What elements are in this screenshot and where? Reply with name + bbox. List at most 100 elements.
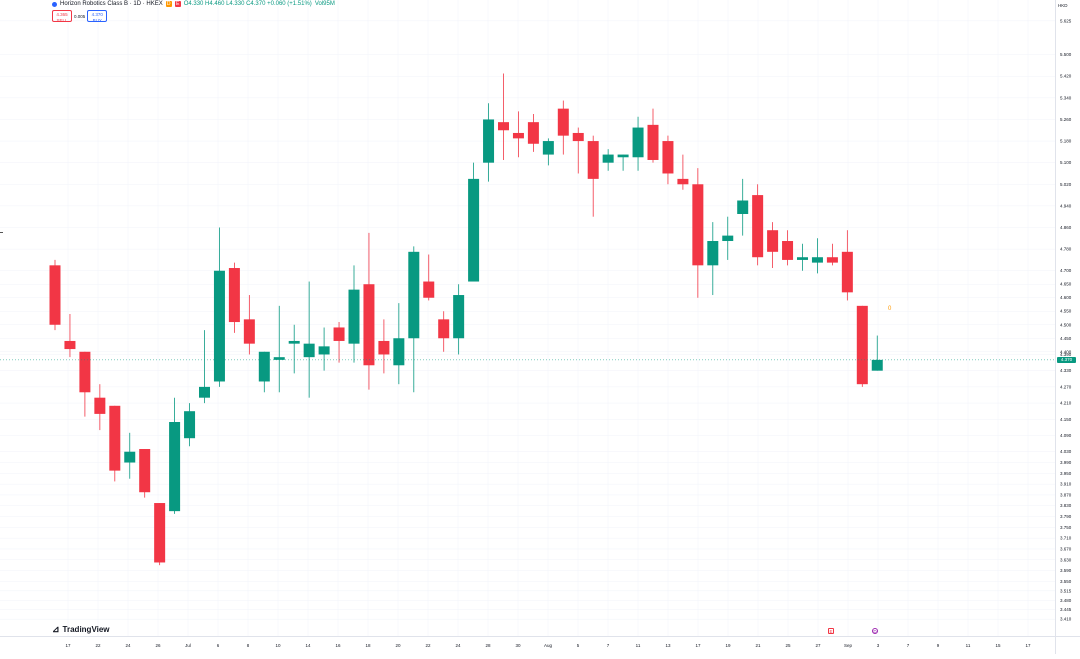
candle-body [408, 251, 420, 339]
candle-body [393, 338, 405, 366]
time-axis[interactable]: 17 22 24 26 Jul 6 8 10 14 16 18 20 22 24 28 30 Aug 5 7 11 13… [0, 636, 1061, 654]
candle [438, 311, 450, 352]
candle-body [303, 343, 315, 358]
price-tick-label: 3.480 [1060, 598, 1072, 603]
time-tick-label: 17 [695, 643, 701, 648]
price-axis[interactable]: 5.625 5.500 5.420 5.340 5.260 5.180 5.100 5.020… [1055, 0, 1080, 636]
candle [49, 259, 61, 331]
candle-body [184, 411, 196, 439]
candle-body [826, 257, 838, 263]
candle [169, 397, 181, 514]
time-tick-label: 16 [335, 643, 341, 648]
candle-body [154, 503, 166, 563]
earnings-icon[interactable]: E [828, 628, 834, 634]
candle [722, 216, 734, 260]
price-tick-label: 3.445 [1060, 607, 1072, 612]
candle [797, 243, 808, 271]
price-tick-label: 4.650 [1060, 282, 1072, 287]
candle [154, 503, 166, 566]
price-tick-label: 5.180 [1060, 139, 1072, 144]
candle [572, 127, 584, 174]
candle [109, 405, 121, 482]
candle [483, 103, 495, 182]
currency-label[interactable]: HKD [1058, 3, 1068, 8]
candle-body [273, 357, 285, 360]
candle-body [871, 359, 883, 371]
candle-body [64, 340, 76, 350]
candle [258, 351, 270, 393]
candle-body [797, 257, 808, 260]
sell-button[interactable]: 4.365 SELL [52, 10, 72, 23]
price-tick-label: 4.330 [1060, 368, 1072, 373]
time-tick-label: 25 [785, 643, 791, 648]
symbol-name[interactable]: Horizon Robotics Class B · 1D · HKEX [60, 1, 163, 7]
candle-body [841, 251, 853, 293]
time-tick-label: 24 [125, 643, 131, 648]
price-tick-label: 4.940 [1060, 203, 1072, 208]
time-tick-label: 30 [515, 643, 521, 648]
price-tick-label: 3.550 [1060, 579, 1072, 584]
time-tick-label: 24 [455, 643, 461, 648]
candle-body [602, 154, 614, 163]
axis-corner[interactable] [1055, 636, 1080, 654]
current-price-label: 4.370 [1057, 356, 1076, 363]
time-tick-label: 17 [1025, 643, 1031, 648]
price-tick-label: 5.020 [1060, 182, 1072, 187]
tradingview-logo-icon: ⊿ [52, 624, 60, 634]
candle-body [139, 449, 151, 493]
sell-label: SELL [56, 17, 68, 23]
time-tick-label: 28 [485, 643, 491, 648]
candle [662, 135, 674, 185]
chart-area[interactable] [0, 0, 1059, 636]
candle [527, 114, 539, 152]
candle-body [94, 397, 106, 414]
price-tick-label: 3.950 [1060, 471, 1072, 476]
candle-body [856, 305, 868, 385]
candle-body [617, 154, 629, 158]
candle [228, 262, 240, 333]
price-tick-label: 5.260 [1060, 117, 1072, 122]
candle [841, 230, 853, 301]
time-tick-label: 8 [247, 643, 250, 648]
candle-body [258, 351, 270, 382]
price-tick-label: 3.790 [1060, 514, 1072, 519]
candle-body [542, 141, 554, 155]
price-tick-label: 3.410 [1060, 617, 1072, 622]
candle-body [527, 122, 539, 144]
candle-body [587, 141, 599, 179]
candle [856, 305, 868, 387]
badge-d[interactable]: D [165, 1, 172, 7]
time-tick-label: 15 [995, 643, 1001, 648]
price-tick-label: 4.550 [1060, 309, 1072, 314]
price-tick-label: 5.500 [1060, 52, 1072, 57]
candlestick-chart[interactable] [0, 0, 1059, 636]
buy-button[interactable]: 4.370 BUY [87, 10, 108, 23]
time-tick-label: Jul [185, 643, 191, 648]
price-tick-label: 3.630 [1060, 557, 1072, 562]
candle [617, 154, 629, 171]
buy-price: 4.370 [91, 12, 103, 17]
badge-e[interactable]: E [174, 1, 181, 7]
time-tick-label: 26 [155, 643, 161, 648]
candle [498, 73, 509, 160]
candle-body [498, 122, 509, 131]
candle [453, 284, 465, 355]
candle-body [707, 241, 719, 266]
trade-panel: 4.365 SELL 0.005 4.370 BUY [52, 10, 108, 23]
candle-body [109, 405, 121, 471]
candle [677, 154, 689, 190]
candle-body [169, 422, 181, 512]
buy-label: BUY [92, 17, 102, 23]
pending-marker[interactable]: 0 [888, 306, 892, 312]
candle [647, 108, 659, 163]
dividend-icon[interactable]: D [872, 628, 878, 634]
candle-body [288, 340, 300, 344]
time-tick-label: 5 [577, 643, 580, 648]
sell-price: 4.365 [56, 12, 68, 17]
candle-body [228, 268, 240, 323]
time-tick-label: 22 [95, 643, 101, 648]
price-tick-label: 4.030 [1060, 449, 1072, 454]
tradingview-logo[interactable]: ⊿ TradingView [52, 624, 110, 635]
candle-body [692, 184, 704, 266]
time-tick-label: 19 [725, 643, 731, 648]
